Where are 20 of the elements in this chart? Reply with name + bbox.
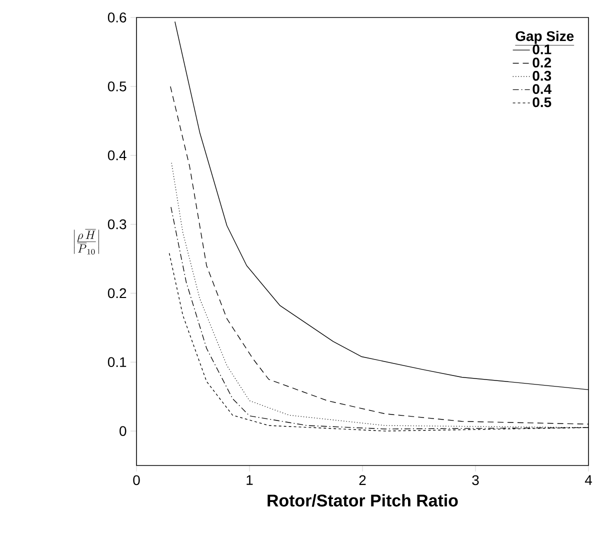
x-tick-label: 4 bbox=[584, 474, 592, 485]
y-tick-label: 0.3 bbox=[108, 219, 126, 229]
x-tick-label: 0 bbox=[133, 474, 140, 485]
legend-label: 0.2 bbox=[532, 57, 552, 68]
y-axis-title: $\left|\frac{\rho\,\overline{H}}{\overline{P}_{10}}\right|$ bbox=[74, 229, 99, 254]
legend-title: Gap Size bbox=[516, 30, 574, 44]
x-tick-label: 3 bbox=[472, 474, 479, 485]
legend-label: 0.5 bbox=[532, 97, 552, 107]
legend-label: 0.1 bbox=[532, 44, 552, 54]
y-tick-label: 0.5 bbox=[108, 81, 126, 92]
x-tick-label: 2 bbox=[359, 474, 366, 485]
y-tick-label: 0.6 bbox=[108, 12, 126, 22]
x-tick-label: 1 bbox=[246, 474, 253, 485]
y-tick-label: 0 bbox=[120, 426, 126, 436]
y-tick-label: 0.2 bbox=[108, 288, 126, 298]
y-tick-label: 0.1 bbox=[108, 356, 126, 367]
y-tick-label: 0.4 bbox=[108, 150, 126, 160]
legend-label: 0.3 bbox=[532, 70, 552, 81]
x-axis-title: Rotor/Stator Pitch Ratio bbox=[268, 494, 458, 506]
legend-label: 0.4 bbox=[532, 84, 552, 94]
